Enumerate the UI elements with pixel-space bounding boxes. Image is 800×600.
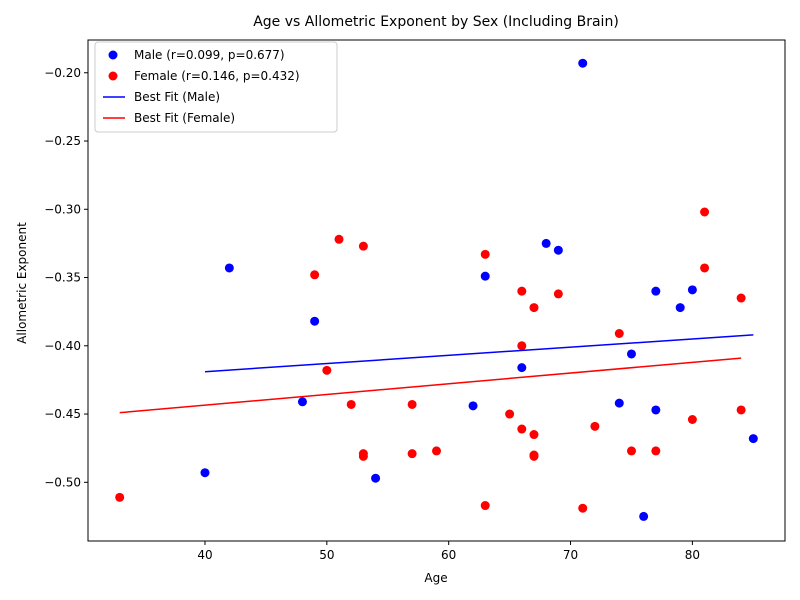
data-point — [529, 303, 539, 313]
y-axis-label: Allometric Exponent — [15, 222, 29, 344]
data-point — [578, 503, 588, 513]
data-point — [322, 365, 332, 375]
data-point — [115, 492, 125, 502]
data-point — [310, 316, 320, 326]
plot-frame — [87, 39, 786, 542]
data-point — [553, 245, 563, 255]
data-point — [639, 511, 649, 521]
legend-label: Male (r=0.099, p=0.677) — [134, 48, 285, 62]
data-point — [651, 286, 661, 296]
data-point — [651, 446, 661, 456]
legend-label: Female (r=0.146, p=0.432) — [134, 69, 300, 83]
y-tick-label: −0.25 — [44, 134, 81, 148]
x-tick-label: 70 — [563, 548, 578, 562]
data-point — [675, 303, 685, 313]
data-point — [626, 349, 636, 359]
data-point — [480, 501, 490, 511]
data-point — [590, 421, 600, 431]
data-point — [407, 399, 417, 409]
data-point — [517, 286, 527, 296]
data-point — [346, 399, 356, 409]
legend-label: Best Fit (Male) — [134, 90, 220, 104]
legend-marker — [108, 50, 118, 60]
data-point — [224, 263, 234, 273]
x-tick-label: 40 — [197, 548, 212, 562]
data-point — [687, 285, 697, 295]
data-point — [529, 451, 539, 461]
data-point — [310, 270, 320, 280]
data-point — [517, 341, 527, 351]
data-point — [626, 446, 636, 456]
data-point — [334, 234, 344, 244]
fit-line — [119, 357, 742, 414]
y-tick-label: −0.50 — [44, 475, 81, 489]
data-point — [480, 249, 490, 259]
data-point — [614, 329, 624, 339]
data-point — [700, 207, 710, 217]
data-point — [614, 398, 624, 408]
y-tick-label: −0.30 — [44, 202, 81, 216]
legend-box — [94, 41, 338, 133]
legend-marker — [108, 71, 118, 81]
data-point — [200, 468, 210, 478]
legend: Male (r=0.099, p=0.677) Female (r=0.146, … — [94, 41, 338, 133]
x-tick-label: 60 — [441, 548, 456, 562]
plot-area: 40 50 60 70 80 −0.50 −0.45 −0.40 −0.35 −0.30 −0.25… — [44, 39, 786, 562]
data-point — [700, 263, 710, 273]
data-point — [736, 405, 746, 415]
x-tick-label: 80 — [685, 548, 700, 562]
data-point — [578, 58, 588, 68]
data-point — [297, 397, 307, 407]
data-point — [748, 434, 758, 444]
data-point — [432, 446, 441, 456]
data-point — [553, 289, 563, 299]
x-axis-label: Age — [424, 571, 447, 585]
data-point — [529, 430, 539, 440]
data-point — [468, 401, 478, 411]
data-point — [505, 409, 515, 419]
legend-label: Best Fit (Female) — [134, 111, 235, 125]
y-tick-label: −0.40 — [44, 339, 81, 353]
y-tick-label: −0.20 — [44, 66, 81, 80]
data-point — [480, 271, 490, 281]
data-point — [517, 424, 527, 434]
data-point — [517, 363, 527, 373]
y-tick-label: −0.35 — [44, 271, 81, 285]
chart-title: Age vs Allometric Exponent by Sex (Inclu… — [253, 14, 619, 30]
x-tick-label: 50 — [319, 548, 334, 562]
y-tick-label: −0.45 — [44, 407, 81, 421]
data-point — [407, 449, 417, 459]
data-point — [358, 241, 368, 251]
fit-line — [204, 334, 754, 373]
data-point — [358, 451, 368, 461]
data-point — [651, 405, 661, 415]
data-point — [371, 473, 381, 483]
data-point — [736, 293, 746, 303]
data-point — [541, 238, 551, 248]
data-point — [687, 415, 697, 425]
